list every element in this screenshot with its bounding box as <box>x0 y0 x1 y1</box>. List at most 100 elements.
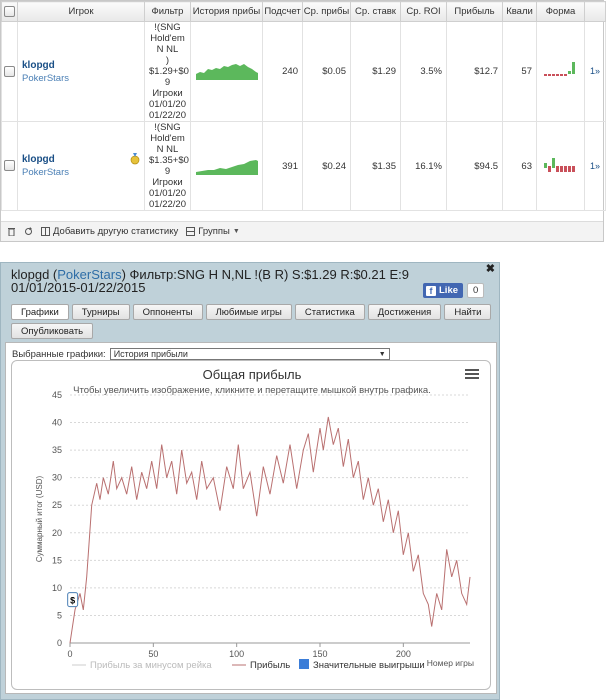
add-stats-button[interactable]: Добавить другую статистику <box>41 226 178 237</box>
legend-item: Значительные выигрыши <box>313 660 425 671</box>
tab-row-1: Графики Турниры Оппоненты Любимые игры С… <box>11 304 492 320</box>
y-tick-label: 30 <box>52 473 62 483</box>
x-axis-label: Номер игры <box>427 658 474 668</box>
col-header-history[interactable]: История прибы <box>190 1 263 22</box>
y-axis-label: Суммарный итог (USD) <box>35 476 44 563</box>
x-tick-label: 0 <box>67 649 72 659</box>
y-tick-label: 20 <box>52 528 62 538</box>
profit-chart[interactable]: Общая прибыль Чтобы увеличить изображение… <box>11 360 491 690</box>
quality-cell: 57 <box>502 21 537 122</box>
series-line-profit <box>69 416 471 644</box>
col-header-form[interactable]: Форма <box>536 1 585 22</box>
chart-selector-dropdown[interactable]: История прибыли ▼ <box>109 348 390 360</box>
col-header-filter[interactable]: Фильтр <box>144 1 191 22</box>
count-cell: 240 <box>262 21 303 122</box>
form-chart <box>536 21 585 122</box>
trash-icon[interactable] <box>7 227 16 236</box>
expand-link[interactable]: 1» <box>584 121 606 211</box>
grid-footer: Добавить другую статистику Группы ▼ <box>1 221 603 241</box>
tab-statistics[interactable]: Статистика <box>294 304 365 320</box>
big-win-marker <box>67 592 79 608</box>
col-header-avg-profit[interactable]: Ср. прибы <box>302 1 351 22</box>
medal-icon <box>130 153 140 165</box>
col-header-avg-stake[interactable]: Ср. ставк <box>350 1 401 22</box>
player-site: PokerStars <box>22 167 69 178</box>
col-header-player[interactable]: Игрок <box>17 1 145 22</box>
player-name-link[interactable]: klopgd <box>22 154 55 165</box>
filter-cell: !(SNG Hold'em N NL ) $1.29+$0 9 Игроки 0… <box>144 21 191 122</box>
legend-item: Прибыль <box>250 660 290 671</box>
tab-achievements[interactable]: Достижения <box>367 304 442 320</box>
player-cell[interactable]: klopgd PokerStars <box>17 121 145 211</box>
table-row: klopgd PokerStars !(SNG Hold'em N NL $1.… <box>1 121 606 211</box>
x-tick-label: 50 <box>148 649 158 659</box>
facebook-like-count: 0 <box>467 283 485 298</box>
stats-grid: Игрок Фильтр История прибы Подсчет Ср. п… <box>0 0 606 242</box>
popup-title-player: klopgd <box>11 267 50 282</box>
chart-title: Общая прибыль <box>203 367 302 382</box>
profit-chart-svg[interactable]: Общая прибыль Чтобы увеличить изображение… <box>12 361 492 691</box>
row-checkbox[interactable] <box>1 21 18 122</box>
avg-roi-cell: 3.5% <box>400 21 447 122</box>
facebook-like-label: Like <box>439 285 459 296</box>
facebook-icon: f <box>426 285 436 296</box>
profit-cell: $12.7 <box>446 21 503 122</box>
avg-roi-cell: 16.1% <box>400 121 447 211</box>
close-icon[interactable]: ✖ <box>485 263 495 275</box>
popup-title-site[interactable]: PokerStars <box>57 267 122 282</box>
x-tick-label: 150 <box>312 649 327 659</box>
chart-selector-row: Выбранные графики: История прибыли ▼ <box>12 348 390 360</box>
tab-tournaments[interactable]: Турниры <box>71 304 130 320</box>
table-row: klopgd PokerStars !(SNG Hold'em N NL ) $… <box>1 21 606 122</box>
expand-link[interactable]: 1» <box>584 21 606 122</box>
avg-profit-cell: $0.05 <box>302 21 351 122</box>
tab-favorite-games[interactable]: Любимые игры <box>205 304 292 320</box>
y-tick-label: 40 <box>52 418 62 428</box>
count-cell: 391 <box>262 121 303 211</box>
x-tick-label: 100 <box>229 649 244 659</box>
tab-publish[interactable]: Опубликовать <box>11 323 94 339</box>
chart-subtitle: Чтобы увеличить изображение, кликните и … <box>73 385 431 396</box>
profit-history-sparkline[interactable] <box>190 121 263 211</box>
col-header-quality[interactable]: Квали <box>502 1 537 22</box>
popup-title: klopgd (PokerStars) Фильтр:SNG H N,NL !(… <box>11 267 409 295</box>
y-tick-label: 15 <box>52 555 62 565</box>
facebook-like-widget: f Like 0 <box>423 283 485 298</box>
row-checkbox[interactable] <box>1 121 18 211</box>
tab-charts[interactable]: Графики <box>11 304 69 320</box>
big-win-marker-label: $ <box>70 596 75 606</box>
filter-cell: !(SNG Hold'em N NL $1.35+$0 9 Игроки 01/… <box>144 121 191 211</box>
y-tick-label: 35 <box>52 445 62 455</box>
y-tick-label: 0 <box>57 638 62 648</box>
y-tick-label: 45 <box>52 390 62 400</box>
y-tick-label: 25 <box>52 500 62 510</box>
menu-icon <box>465 377 479 379</box>
groups-dropdown[interactable]: Группы ▼ <box>186 226 240 237</box>
popup-title-filter: Фильтр:SNG H N,NL !(B R) S:$1.29 R:$0.21… <box>11 267 409 295</box>
player-site: PokerStars <box>22 72 69 84</box>
select-all-checkbox[interactable] <box>1 1 18 22</box>
tab-find[interactable]: Найти <box>444 304 492 320</box>
y-tick-label: 5 <box>57 610 62 620</box>
player-name-link[interactable]: klopgd <box>22 59 55 71</box>
chevron-down-icon: ▼ <box>232 228 240 235</box>
chart-selector-value: История прибыли <box>113 349 188 359</box>
popup-tabs: Графики Турниры Оппоненты Любимые игры С… <box>11 304 492 342</box>
x-tick-label: 200 <box>396 649 411 659</box>
col-header-profit[interactable]: Прибыль <box>446 1 503 22</box>
facebook-like-button[interactable]: f Like <box>423 283 464 298</box>
quality-cell: 63 <box>502 121 537 211</box>
avg-stake-cell: $1.35 <box>350 121 401 211</box>
groups-icon <box>186 227 196 236</box>
groups-label: Группы <box>198 226 230 237</box>
add-stats-label: Добавить другую статистику <box>53 226 179 237</box>
menu-icon <box>465 369 479 371</box>
tab-opponents[interactable]: Оппоненты <box>132 304 203 320</box>
refresh-icon[interactable] <box>24 227 33 236</box>
col-header-avg-roi[interactable]: Ср. ROI <box>400 1 447 22</box>
profit-history-sparkline[interactable] <box>190 21 263 122</box>
chart-selector-label: Выбранные графики: <box>12 348 106 360</box>
player-cell[interactable]: klopgd PokerStars <box>17 21 145 122</box>
tab-row-2: Опубликовать <box>11 323 491 339</box>
col-header-count[interactable]: Подсчет <box>262 1 303 22</box>
